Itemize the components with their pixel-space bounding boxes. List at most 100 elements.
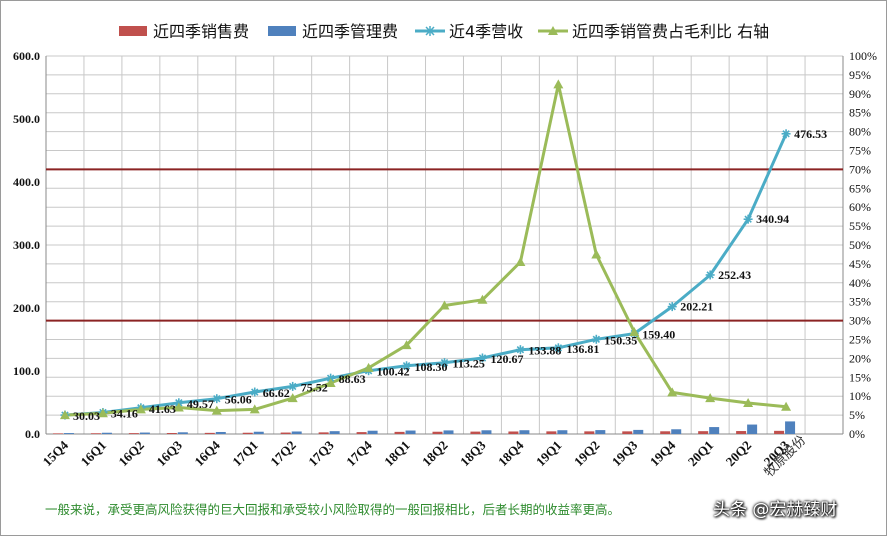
x-tick-label: 15Q4 bbox=[40, 437, 72, 469]
ratio-point bbox=[59, 410, 70, 420]
x-tick-label: 18Q2 bbox=[419, 438, 451, 470]
legend-swatch bbox=[268, 26, 296, 36]
y-right-tick-label: 45% bbox=[849, 257, 871, 271]
ratio-point bbox=[629, 326, 640, 336]
bar-admin-expense bbox=[253, 431, 264, 434]
bar-admin-expense bbox=[557, 430, 568, 434]
bar-admin-expense bbox=[481, 430, 492, 434]
bar-sales-expense bbox=[736, 431, 747, 434]
bar-sales-expense bbox=[318, 432, 329, 434]
revenue-data-label: 66.62 bbox=[263, 386, 290, 400]
revenue-point bbox=[591, 334, 601, 344]
bar-admin-expense bbox=[329, 431, 340, 434]
revenue-line bbox=[64, 133, 788, 417]
ratio-point bbox=[477, 294, 488, 304]
x-tick-label: 16Q1 bbox=[77, 438, 109, 470]
ratio-point bbox=[515, 257, 526, 267]
y-right-tick-label: 10% bbox=[849, 389, 871, 403]
revenue-data-label: 100.42 bbox=[377, 365, 410, 379]
x-tick-label: 19Q1 bbox=[533, 438, 565, 470]
bar-sales-expense bbox=[280, 432, 291, 434]
y-left-tick-label: 400.0 bbox=[13, 175, 40, 189]
y-right-tick-label: 30% bbox=[849, 314, 871, 328]
ratio-point bbox=[135, 404, 146, 414]
bar-sales-expense bbox=[508, 431, 519, 434]
ratio-point bbox=[287, 393, 298, 403]
revenue-data-label: 108.30 bbox=[415, 360, 448, 374]
y-left-tick-label: 0.0 bbox=[25, 427, 40, 441]
x-tick-label: 17Q4 bbox=[343, 437, 375, 469]
legend-label: 近四季销售费 bbox=[153, 22, 249, 41]
bar-admin-expense bbox=[291, 431, 302, 434]
y-right-tick-label: 75% bbox=[849, 144, 871, 158]
bar-admin-expense bbox=[671, 429, 682, 434]
bar-admin-expense bbox=[519, 430, 530, 434]
y-right-tick-label: 0% bbox=[849, 427, 865, 441]
bar-admin-expense bbox=[595, 430, 606, 434]
y-right-tick-label: 55% bbox=[849, 219, 871, 233]
bar-sales-expense bbox=[622, 431, 633, 434]
y-right-tick-label: 20% bbox=[849, 351, 871, 365]
y-right-tick-label: 15% bbox=[849, 370, 871, 384]
bar-sales-expense bbox=[660, 431, 671, 434]
revenue-data-label: 202.21 bbox=[680, 300, 713, 314]
bar-admin-expense bbox=[139, 432, 150, 434]
y-right-tick-label: 100% bbox=[849, 49, 877, 63]
bar-admin-expense bbox=[747, 424, 758, 434]
y-right-tick-label: 85% bbox=[849, 106, 871, 120]
revenue-data-label: 30.03 bbox=[73, 409, 100, 423]
revenue-point bbox=[515, 345, 525, 355]
revenue-point bbox=[743, 214, 753, 224]
bar-admin-expense bbox=[633, 429, 644, 434]
y-left-tick-label: 100.0 bbox=[13, 364, 40, 378]
revenue-point bbox=[553, 343, 563, 353]
ratio-line bbox=[64, 82, 787, 417]
bar-sales-expense bbox=[242, 432, 253, 434]
bar-admin-expense bbox=[215, 431, 226, 434]
bar-sales-expense bbox=[470, 431, 481, 434]
bar-admin-expense bbox=[101, 432, 112, 434]
revenue-point bbox=[212, 394, 222, 404]
y-right-tick-label: 70% bbox=[849, 162, 871, 176]
bar-sales-expense bbox=[166, 432, 177, 434]
x-tick-label: 16Q3 bbox=[153, 437, 185, 469]
x-tick-label: 17Q3 bbox=[305, 437, 337, 469]
x-tick-label: 19Q2 bbox=[571, 438, 603, 470]
revenue-data-label: 41.63 bbox=[149, 402, 176, 416]
revenue-point bbox=[402, 361, 412, 371]
y-right-tick-label: 5% bbox=[849, 408, 865, 422]
ratio-point bbox=[439, 300, 450, 310]
bar-admin-expense bbox=[177, 432, 188, 434]
bar-sales-expense bbox=[90, 433, 101, 434]
revenue-data-label: 133.88 bbox=[528, 344, 561, 358]
revenue-data-label: 56.06 bbox=[225, 393, 252, 407]
bar-admin-expense bbox=[785, 421, 796, 434]
revenue-data-label: 113.25 bbox=[453, 357, 485, 371]
revenue-data-label: 340.94 bbox=[756, 212, 789, 226]
revenue-data-label: 150.35 bbox=[604, 333, 637, 347]
x-tick-label: 18Q4 bbox=[495, 437, 527, 469]
legend-label: 近四季管理费 bbox=[302, 22, 398, 41]
y-right-tick-label: 95% bbox=[849, 68, 871, 82]
legend-label: 近四季销管费占毛利比 右轴 bbox=[572, 22, 769, 41]
ratio-point bbox=[667, 387, 678, 397]
legend-label: 近4季营收 bbox=[449, 22, 523, 41]
ratio-point bbox=[249, 404, 260, 414]
legend-swatch bbox=[119, 26, 147, 36]
y-left-tick-label: 500.0 bbox=[13, 112, 40, 126]
bar-sales-expense bbox=[432, 431, 443, 434]
bar-sales-expense bbox=[774, 430, 785, 434]
y-left-tick-label: 300.0 bbox=[13, 238, 40, 252]
y-right-tick-label: 50% bbox=[849, 238, 871, 252]
revenue-point bbox=[440, 358, 449, 368]
x-tick-label: 18Q3 bbox=[457, 437, 489, 469]
y-right-tick-label: 60% bbox=[849, 200, 871, 214]
bar-admin-expense bbox=[63, 433, 74, 434]
revenue-data-label: 252.43 bbox=[718, 268, 751, 282]
x-tick-label: 17Q2 bbox=[267, 438, 299, 470]
y-right-tick-label: 90% bbox=[849, 87, 871, 101]
bar-sales-expense bbox=[52, 433, 63, 434]
x-tick-label: 20Q1 bbox=[685, 438, 717, 470]
